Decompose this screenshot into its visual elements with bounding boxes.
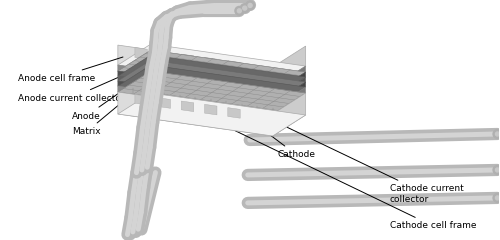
Polygon shape xyxy=(118,92,272,136)
Polygon shape xyxy=(272,46,306,87)
Polygon shape xyxy=(228,61,240,72)
Polygon shape xyxy=(118,76,272,103)
Circle shape xyxy=(238,9,242,13)
Text: Anode: Anode xyxy=(72,82,134,120)
Polygon shape xyxy=(118,86,272,114)
Text: Matrix: Matrix xyxy=(72,88,139,137)
Circle shape xyxy=(242,6,246,10)
Polygon shape xyxy=(182,54,194,66)
Text: Anode current collector: Anode current collector xyxy=(18,75,124,102)
Polygon shape xyxy=(118,60,306,103)
Polygon shape xyxy=(272,93,306,136)
Circle shape xyxy=(496,196,500,200)
Text: Cathode current
collector: Cathode current collector xyxy=(247,108,464,204)
Polygon shape xyxy=(158,51,170,63)
Polygon shape xyxy=(272,72,306,98)
Text: Cathode cell frame: Cathode cell frame xyxy=(229,128,476,230)
Polygon shape xyxy=(118,65,306,108)
Circle shape xyxy=(246,1,254,10)
Circle shape xyxy=(493,130,500,138)
Polygon shape xyxy=(118,45,272,87)
Polygon shape xyxy=(118,55,306,98)
Polygon shape xyxy=(204,57,217,69)
Polygon shape xyxy=(272,87,306,114)
Polygon shape xyxy=(118,93,306,136)
Polygon shape xyxy=(135,48,147,59)
Polygon shape xyxy=(272,77,306,103)
Circle shape xyxy=(496,132,500,136)
Polygon shape xyxy=(182,101,194,112)
Polygon shape xyxy=(118,44,306,87)
Polygon shape xyxy=(228,108,240,118)
Polygon shape xyxy=(118,50,306,93)
Polygon shape xyxy=(135,95,147,105)
Polygon shape xyxy=(118,71,306,114)
Circle shape xyxy=(248,3,252,7)
Circle shape xyxy=(235,6,244,15)
Polygon shape xyxy=(272,66,306,93)
Text: Cathode: Cathode xyxy=(225,101,316,159)
Polygon shape xyxy=(118,65,272,93)
Circle shape xyxy=(240,4,249,12)
Polygon shape xyxy=(272,82,306,108)
Text: Anode cell frame: Anode cell frame xyxy=(18,57,123,83)
Polygon shape xyxy=(118,81,272,108)
Polygon shape xyxy=(204,104,217,115)
Circle shape xyxy=(496,168,500,172)
Polygon shape xyxy=(118,71,272,98)
Circle shape xyxy=(493,193,500,202)
Circle shape xyxy=(493,166,500,174)
Polygon shape xyxy=(158,98,170,108)
